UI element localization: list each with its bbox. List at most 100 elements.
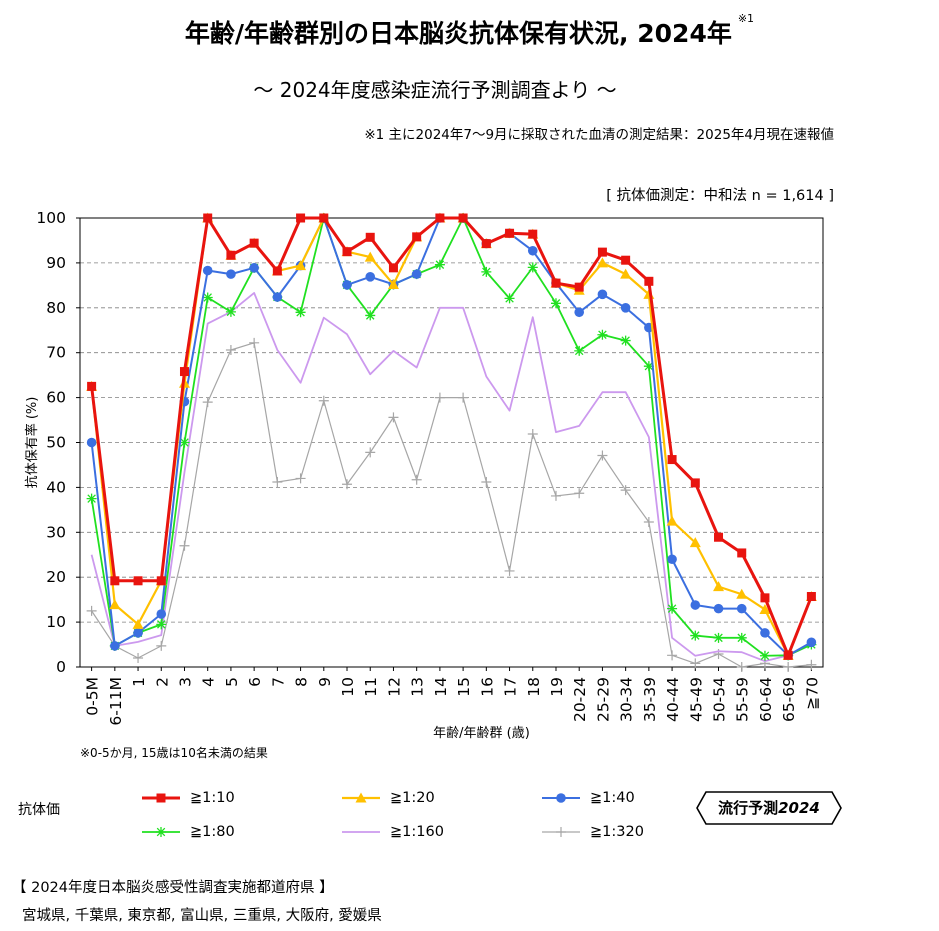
x-tick-label-11: 11 (362, 677, 380, 697)
x-tick-label-14: 14 (432, 677, 450, 697)
legend-swatch-≧1:80 (142, 827, 180, 837)
x-tick-label-65-69: 65-69 (780, 677, 798, 722)
point-≧1:10-13 (412, 232, 422, 242)
point-≧1:320-35-39 (643, 516, 654, 527)
point-≧1:10-11 (365, 232, 375, 242)
x-tick-label-10: 10 (339, 677, 357, 697)
series-line-≧1:20 (90, 216, 813, 657)
point-≧1:20-25-29 (596, 257, 608, 268)
point-≧1:80-19 (550, 298, 561, 309)
point-≧1:80-8 (295, 307, 306, 318)
legend-item-≧1:320: ≧1:320 (540, 822, 644, 842)
y-tick-label-40: 40 (46, 478, 66, 496)
point-≧1:20-11 (364, 251, 376, 262)
point-≧1:320-13 (411, 474, 422, 485)
point-≧1:10-18 (528, 229, 538, 239)
x-tick-label-≧70: ≧70 (803, 677, 821, 710)
point-≧1:10-12 (388, 263, 398, 273)
point-≧1:10-40-44 (667, 455, 677, 465)
legend-label: ≧1:40 (590, 790, 635, 806)
series-≧1:10 (87, 213, 816, 660)
point-≧1:320-65-69 (783, 662, 794, 672)
legend-swatch-≧1:20 (342, 792, 380, 803)
point-≧1:320-30-34 (620, 485, 631, 496)
point-≧1:10-7 (272, 266, 282, 276)
x-tick-label-3: 3 (176, 677, 194, 687)
series-line-≧1:160 (90, 292, 812, 663)
point-≧1:80-35-39 (643, 361, 654, 372)
x-tick-label-55-59: 55-59 (734, 677, 752, 722)
x-axis-label: 年齢/年齢群 (歳) (433, 726, 530, 741)
point-≧1:80-55-59 (736, 632, 747, 643)
point-≧1:10-9 (319, 213, 329, 223)
legend-item-≧1:160: ≧1:160 (340, 822, 444, 842)
point-≧1:80-18 (527, 262, 538, 273)
y-tick-label-10: 10 (46, 613, 66, 631)
point-≧1:40-10 (342, 280, 352, 290)
x-tick-label-60-64: 60-64 (757, 677, 775, 722)
point-≧1:80-17 (504, 293, 515, 304)
legend-item-≧1:10: ≧1:10 (140, 788, 235, 808)
point-≧1:80-45-49 (690, 630, 701, 641)
forecast-badge: 流行予測2024 (696, 791, 842, 825)
y-tick-label-50: 50 (46, 434, 66, 452)
point-≧1:320-6 (249, 337, 260, 348)
point-≧1:320-2 (156, 640, 167, 651)
point-≧1:80-16 (481, 266, 492, 277)
point-≧1:80-50-54 (713, 632, 724, 643)
y-tick-label-0: 0 (56, 658, 66, 676)
point-≧1:10-65-69 (783, 650, 793, 660)
point-≧1:40-55-59 (736, 603, 747, 614)
series-≧1:80 (86, 213, 817, 661)
point-≧1:10-8 (296, 213, 306, 223)
point-≧1:320-5 (225, 345, 236, 356)
legend-item-≧1:40: ≧1:40 (540, 788, 635, 808)
point-≧1:320-1 (133, 653, 144, 664)
point-≧1:320-3 (179, 540, 190, 551)
point-≧1:20-30-34 (620, 268, 632, 279)
x-tick-label-12: 12 (385, 677, 403, 697)
point-≧1:10-14 (435, 213, 445, 223)
x-tick-label-6-11M: 6-11M (107, 677, 125, 726)
point-≧1:80-5 (225, 306, 236, 317)
legend-label: ≧1:20 (390, 790, 435, 806)
legend-marker-≧1:40 (556, 793, 566, 803)
point-≧1:40-0-5M (86, 437, 97, 448)
x-tick-label-8: 8 (293, 677, 311, 687)
chart-title: 年齢/年齢群別の日本脳炎抗体保有状況, 2024年※1 (184, 12, 755, 48)
point-≧1:80-2 (156, 619, 167, 630)
y-tick-label-20: 20 (46, 568, 66, 586)
point-≧1:10-4 (203, 213, 213, 223)
point-≧1:320-14 (434, 392, 445, 403)
point-≧1:10-15 (458, 213, 468, 223)
series-line-≧1:320 (91, 342, 812, 668)
x-tick-label-15: 15 (455, 677, 473, 697)
point-≧1:20-6-11M (109, 599, 121, 610)
legend-marker-≧1:10 (156, 793, 166, 803)
legend-label: ≧1:320 (590, 824, 644, 840)
point-≧1:10-0-5M (87, 381, 97, 391)
point-≧1:10-25-29 (597, 247, 607, 257)
point-≧1:10-6 (249, 238, 259, 248)
legend-swatch-≧1:10 (142, 793, 180, 803)
point-≧1:40-5 (226, 269, 236, 279)
legend-marker-≧1:20 (355, 792, 367, 803)
point-≧1:320-18 (527, 428, 538, 439)
point-≧1:80-60-64 (759, 650, 770, 661)
legend-label: ≧1:80 (190, 824, 235, 840)
legend-item-≧1:20: ≧1:20 (340, 788, 435, 808)
x-tick-label-4: 4 (200, 677, 218, 687)
point-≧1:80-14 (434, 259, 445, 270)
y-tick-label-80: 80 (46, 299, 66, 317)
x-tick-label-16: 16 (478, 677, 496, 697)
point-≧1:40-6-11M (110, 641, 120, 651)
point-≧1:40-20-24 (574, 307, 585, 318)
point-≧1:320-0-5M (86, 605, 97, 616)
sample-size-note: ※0-5か月, 15歳は10名未満の結果 (80, 746, 268, 760)
point-≧1:320-15 (458, 392, 469, 403)
x-tick-label-19: 19 (548, 677, 566, 697)
x-tick-label-5: 5 (223, 677, 241, 687)
point-≧1:80-4 (202, 292, 213, 303)
point-≧1:10-6-11M (110, 576, 120, 586)
point-≧1:20-40-44 (666, 515, 678, 526)
